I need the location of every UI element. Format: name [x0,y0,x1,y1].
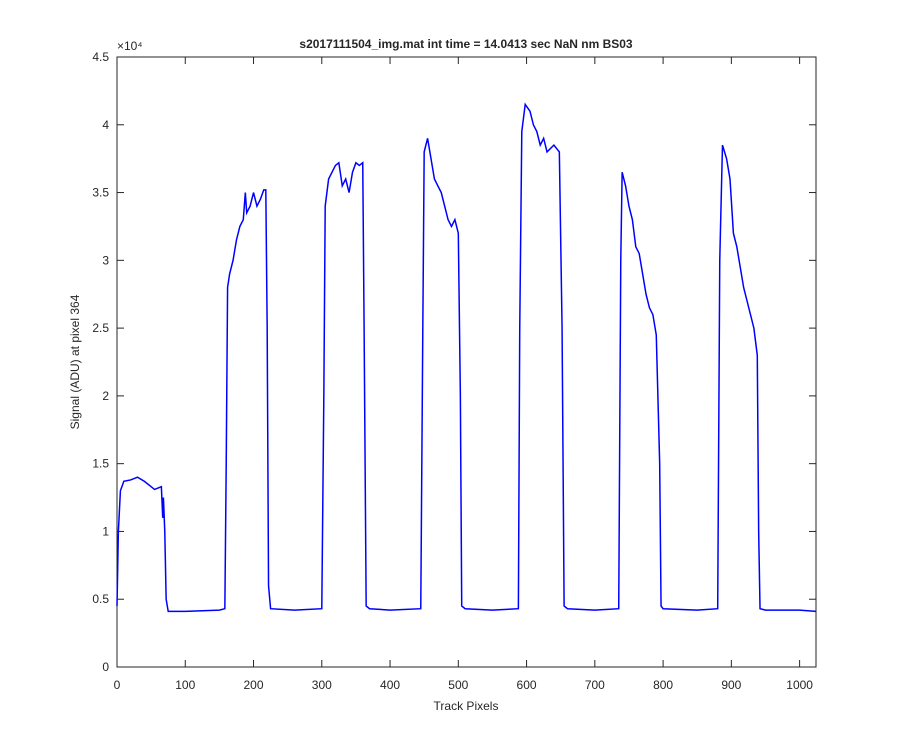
y-tick-label: 2 [102,389,109,403]
x-tick-label: 200 [244,678,264,692]
y-tick-label: 3 [102,253,109,267]
x-tick-label: 700 [585,678,605,692]
y-tick-label: 1 [102,524,109,538]
axes-box [116,56,817,668]
chart-title: s2017111504_img.mat int time = 14.0413 s… [299,37,633,51]
y-tick-label: 0 [102,660,109,674]
x-axis-label: Track Pixels [434,699,499,713]
y-tick-label: 4.5 [92,50,109,64]
x-tick-label: 900 [721,678,741,692]
data-line [116,102,817,613]
x-tick-label: 600 [517,678,537,692]
y-tick-label: 3.5 [92,186,109,200]
y-exponent: ×10⁴ [117,39,143,53]
y-tick-label: 1.5 [92,457,109,471]
x-tick-label: 400 [380,678,400,692]
x-tick-label: 100 [175,678,195,692]
x-tick-label: 500 [448,678,468,692]
y-tick-label: 0.5 [92,592,109,606]
y-tick-label: 2.5 [92,321,109,335]
x-tick-label: 0 [114,678,121,692]
x-tick-label: 1000 [786,678,813,692]
y-tick-label: 4 [102,118,109,132]
x-tick-label: 800 [653,678,673,692]
y-axis-label: Signal (ADU) at pixel 364 [68,294,82,429]
x-tick-label: 300 [312,678,332,692]
